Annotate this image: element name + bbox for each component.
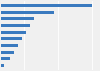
Bar xyxy=(1,24,30,27)
Bar xyxy=(1,51,14,54)
Bar xyxy=(1,17,34,20)
Bar xyxy=(1,64,4,67)
Bar xyxy=(1,4,92,7)
Bar xyxy=(1,37,22,40)
Bar xyxy=(1,57,10,60)
Bar xyxy=(1,11,54,14)
Bar xyxy=(1,31,26,34)
Bar xyxy=(1,44,18,47)
